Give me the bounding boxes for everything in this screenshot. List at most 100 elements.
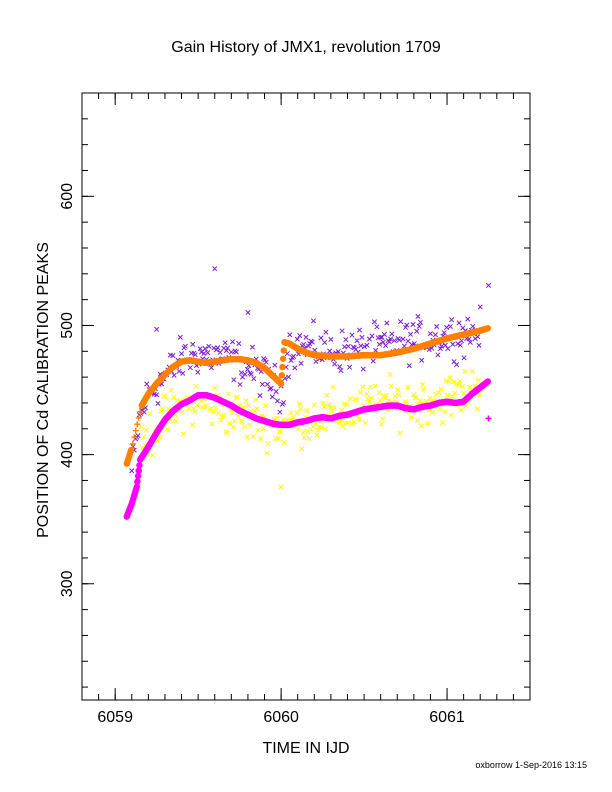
series-0-point	[202, 346, 208, 352]
series-0-point	[223, 348, 229, 354]
series-0-outlier	[485, 282, 492, 288]
series-3-point	[484, 378, 492, 385]
series-0-point	[215, 345, 221, 351]
x-axis-label: TIME IN IJD	[262, 740, 349, 757]
series-1-point	[213, 405, 219, 411]
series-1-point	[366, 399, 372, 405]
series-1-point	[294, 410, 300, 416]
series-0-point	[459, 338, 465, 344]
series-1-point	[235, 413, 241, 419]
series-2-early-point	[126, 451, 133, 458]
series-1-point	[194, 402, 200, 408]
series-0-point	[445, 345, 451, 352]
series-1-point	[345, 420, 351, 426]
series-0-point	[391, 338, 397, 344]
series-1-point	[324, 392, 330, 398]
series-1-point	[448, 412, 454, 418]
series-0-point	[475, 334, 481, 340]
series-0-point	[155, 400, 161, 406]
series-1-point	[315, 427, 321, 434]
series-0-point	[339, 328, 345, 334]
series-1-point	[420, 381, 426, 387]
series-0-point	[398, 318, 404, 325]
series-1-point	[476, 377, 482, 383]
series-0-point	[378, 334, 384, 340]
series-0-point	[380, 339, 386, 345]
series-0-point	[313, 358, 319, 365]
series-1-point	[275, 435, 281, 442]
series-0-point	[427, 331, 433, 337]
series-2-point	[277, 380, 285, 387]
series-1-point	[186, 406, 192, 412]
series-1-point	[276, 428, 283, 435]
series-3-point	[136, 462, 143, 469]
series-1-point	[258, 436, 264, 442]
series-1-point	[421, 386, 427, 392]
series-1-point	[143, 427, 149, 433]
series-0-point	[381, 331, 387, 337]
series-0-point	[291, 353, 297, 359]
series-0-point	[447, 323, 453, 330]
series-1-point	[415, 417, 421, 424]
series-0-point	[182, 343, 188, 349]
series-0-point	[277, 409, 283, 415]
series-1-point	[331, 405, 337, 411]
series-1-point	[264, 450, 270, 456]
series-0-point	[400, 336, 406, 342]
series-1-point	[462, 369, 468, 375]
series-1-point	[418, 423, 424, 429]
series-1-point	[306, 435, 312, 442]
series-0-point	[310, 318, 317, 324]
series-1-point	[459, 383, 465, 390]
series-1-point	[149, 452, 156, 458]
series-0-point	[332, 361, 338, 367]
series-1-point	[263, 402, 269, 409]
series-0-point	[415, 313, 421, 320]
series-0-point	[437, 346, 443, 352]
series-0-point	[242, 371, 248, 377]
series-0-point	[248, 371, 254, 377]
series-2-early-point	[123, 460, 130, 467]
series-1-point	[171, 394, 177, 401]
series-0-point	[354, 338, 360, 344]
plot-area	[123, 266, 492, 520]
series-0-point	[406, 363, 412, 369]
series-1-point	[301, 435, 307, 441]
series-1-point	[408, 414, 414, 421]
series-1-point	[288, 410, 294, 416]
series-0-point	[292, 365, 298, 371]
series-0-point	[349, 332, 355, 338]
series-1-point	[299, 445, 305, 452]
series-2-point	[280, 347, 287, 354]
series-0-point	[205, 350, 211, 356]
series-1-point	[159, 406, 166, 412]
series-1-point	[314, 432, 320, 438]
series-1-point	[437, 406, 443, 412]
series-0-point	[414, 328, 420, 334]
series-1-point	[397, 430, 403, 436]
series-0-point	[322, 339, 328, 345]
series-0-point	[297, 332, 303, 339]
series-1-point	[356, 416, 362, 423]
series-2-early-point	[125, 456, 132, 463]
series-1-point	[349, 421, 355, 427]
series-0-point	[179, 351, 185, 357]
series-1-point	[193, 383, 199, 389]
series-0-point	[455, 341, 461, 347]
series-0-outlier	[154, 326, 160, 332]
series-0-point	[286, 374, 292, 380]
series-1-outlier	[278, 484, 284, 490]
series-0-point	[358, 343, 364, 349]
series-1-point	[311, 402, 317, 408]
series-1-point	[212, 385, 218, 391]
series-0-point	[238, 370, 244, 376]
series-1-point	[239, 419, 245, 425]
series-1-point	[446, 379, 452, 385]
series-1-point	[392, 393, 398, 399]
series-1-point	[173, 418, 179, 424]
series-1-point	[225, 391, 231, 397]
series-0-point	[449, 317, 455, 323]
series-0-point	[373, 347, 379, 353]
series-0-point	[335, 349, 341, 355]
x-tick-label: 6060	[263, 709, 299, 726]
